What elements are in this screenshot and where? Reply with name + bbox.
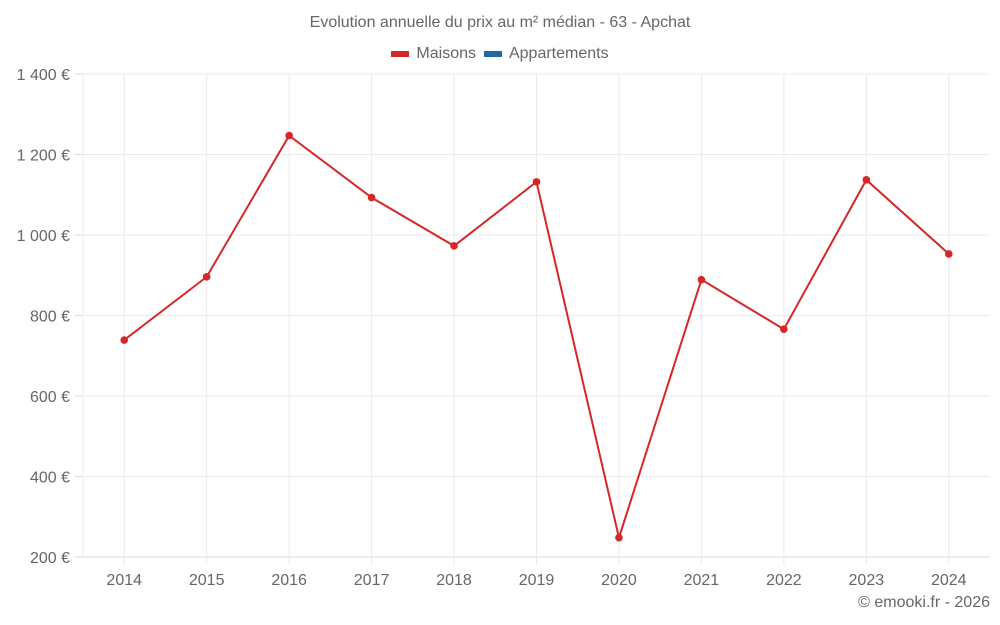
x-tick-label: 2019 — [519, 572, 555, 589]
x-tick-label: 2018 — [436, 572, 472, 589]
y-tick-label: 800 € — [30, 309, 70, 326]
y-tick-label: 200 € — [30, 550, 70, 567]
data-point[interactable] — [285, 131, 293, 140]
legend-swatch-maisons — [391, 51, 410, 57]
data-point[interactable] — [202, 273, 211, 281]
x-tick-label: 2022 — [766, 572, 802, 589]
data-point[interactable] — [120, 336, 129, 344]
legend-item-appartements[interactable]: Appartements — [483, 45, 609, 63]
y-tick-label: 1 000 € — [17, 228, 70, 245]
data-point[interactable] — [944, 250, 953, 258]
chart-title: Evolution annuelle du prix au m² médian … — [309, 14, 691, 31]
data-point[interactable] — [367, 193, 376, 202]
y-tick-label: 400 € — [30, 470, 70, 487]
legend-label-maisons: Maisons — [416, 45, 476, 62]
legend-item-maisons[interactable]: Maisons — [391, 45, 476, 63]
data-point[interactable] — [615, 533, 623, 542]
y-tick-label: 1 400 € — [17, 67, 70, 84]
legend: Maisons Appartements — [0, 45, 1000, 63]
data-point[interactable] — [532, 178, 541, 186]
x-tick-label: 2015 — [189, 572, 225, 589]
legend-label-appartements: Appartements — [508, 45, 609, 62]
y-tick-label: 600 € — [30, 389, 70, 406]
x-tick-label: 2021 — [684, 572, 720, 589]
x-tick-label: 2016 — [271, 572, 307, 589]
data-point[interactable] — [780, 325, 788, 333]
x-tick-label: 2020 — [601, 572, 637, 589]
x-tick-label: 2017 — [354, 572, 390, 589]
x-tick-label: 2024 — [931, 572, 967, 589]
data-point[interactable] — [450, 242, 458, 250]
x-tick-label: 2023 — [849, 572, 885, 589]
data-point[interactable] — [862, 176, 871, 184]
y-tick-label: 1 200 € — [17, 148, 70, 165]
x-tick-label: 2014 — [106, 572, 142, 589]
legend-swatch-appartements — [483, 51, 502, 57]
data-point[interactable] — [697, 275, 706, 284]
copyright-footer: © emooki.fr - 2026 — [858, 594, 990, 611]
